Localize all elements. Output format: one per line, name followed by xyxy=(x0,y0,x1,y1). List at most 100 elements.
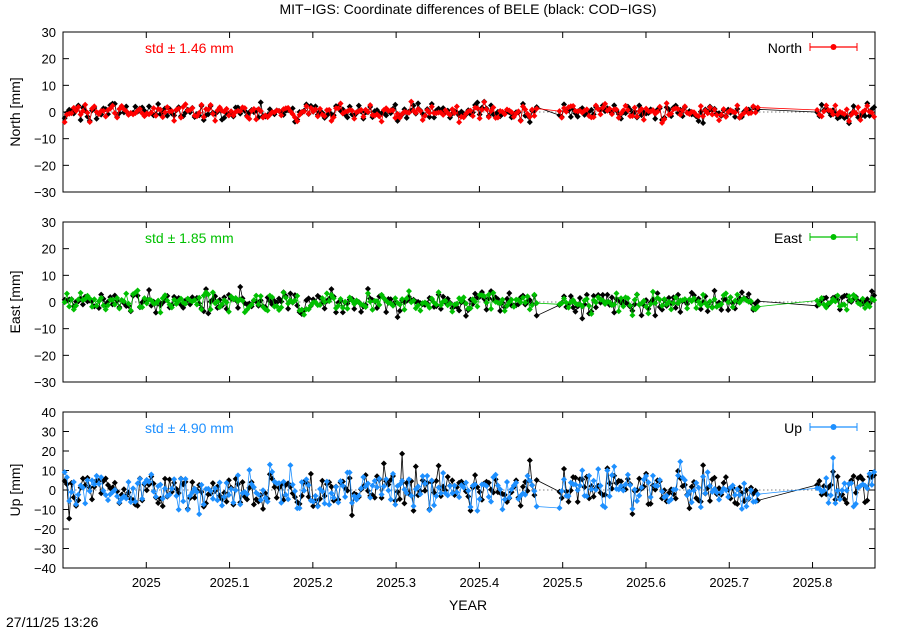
main-series-point xyxy=(417,307,424,314)
y-tick-label: −10 xyxy=(34,132,56,147)
main-series-point xyxy=(649,288,656,295)
main-series-point xyxy=(522,106,529,113)
main-series-point xyxy=(120,298,127,305)
reference-series-point xyxy=(533,477,540,484)
main-series-point xyxy=(428,295,435,302)
main-series-point xyxy=(196,511,203,518)
main-series-point xyxy=(70,478,77,485)
x-tick-label: 2025.3 xyxy=(376,575,416,590)
reference-series-point xyxy=(239,479,246,486)
main-series-point xyxy=(193,489,200,496)
y-tick-label: 0 xyxy=(49,295,56,310)
main-series-point xyxy=(148,471,155,478)
main-series-point xyxy=(205,106,212,113)
main-series-point xyxy=(157,481,164,488)
main-series-point xyxy=(747,487,754,494)
reference-series-point xyxy=(93,115,100,122)
main-series-point xyxy=(506,494,513,501)
reference-series-point xyxy=(672,495,679,502)
main-series-point xyxy=(622,481,629,488)
main-series-point xyxy=(339,304,346,311)
reference-series-point xyxy=(700,462,707,469)
y-axis-label: Up [mm] xyxy=(7,464,23,517)
reference-series-point xyxy=(394,488,401,495)
main-series-line xyxy=(64,289,875,316)
reference-series-point xyxy=(864,497,871,504)
main-series-point xyxy=(433,301,440,308)
main-series-point xyxy=(317,105,324,112)
main-series-point xyxy=(754,104,761,111)
main-series-point xyxy=(693,304,700,311)
main-series-point xyxy=(467,504,474,511)
main-series-point xyxy=(168,485,175,492)
main-series-point xyxy=(348,499,355,506)
main-series-point xyxy=(367,102,374,109)
reference-series-point xyxy=(665,294,672,301)
main-series-point xyxy=(257,293,264,300)
main-series-point xyxy=(734,486,741,493)
main-series-point xyxy=(818,113,825,120)
main-series-point xyxy=(531,488,538,495)
main-series-point xyxy=(358,106,365,113)
main-series-point xyxy=(125,479,132,486)
main-series-point xyxy=(579,303,586,310)
main-series-point xyxy=(312,492,319,499)
main-series-point xyxy=(823,475,830,482)
reference-series-point xyxy=(348,512,355,519)
main-series-point xyxy=(157,309,164,316)
main-series-point xyxy=(846,118,853,125)
reference-series-point xyxy=(827,482,834,489)
main-series-point xyxy=(412,109,419,116)
main-series-point xyxy=(405,109,412,116)
reference-series-point xyxy=(431,114,438,121)
reference-series-point xyxy=(526,457,533,464)
reference-series-point xyxy=(818,101,825,108)
timestamp: 27/11/25 13:26 xyxy=(6,614,99,630)
y-tick-label: 0 xyxy=(49,105,56,120)
x-tick-label: 2025.6 xyxy=(626,575,666,590)
main-series-point xyxy=(232,487,239,494)
main-series-point xyxy=(620,487,627,494)
reference-series-point xyxy=(599,291,606,298)
main-series-point xyxy=(747,109,754,116)
main-series-point xyxy=(230,499,237,506)
legend-label: East xyxy=(774,230,802,246)
main-series-point xyxy=(526,306,533,313)
main-series-point xyxy=(84,477,91,484)
main-series-point xyxy=(627,302,634,309)
main-series-point xyxy=(214,298,221,305)
main-series-point xyxy=(608,111,615,118)
main-series-point xyxy=(681,477,688,484)
figure-title: MIT−IGS: Coordinate differences of BELE … xyxy=(279,1,656,17)
main-series-point xyxy=(317,302,324,309)
y-tick-label: 30 xyxy=(42,25,56,40)
main-series-point xyxy=(488,498,495,505)
main-series-point xyxy=(376,475,383,482)
main-series-point xyxy=(579,467,586,474)
main-series-point xyxy=(275,107,282,114)
reference-series-point xyxy=(63,481,70,488)
main-series-point xyxy=(462,300,469,307)
main-series-point xyxy=(709,111,716,118)
main-series-point xyxy=(602,504,609,511)
main-series-point xyxy=(435,289,442,296)
main-series-point xyxy=(485,291,492,298)
main-series-point xyxy=(353,496,360,503)
main-series-point xyxy=(722,113,729,120)
main-series-point xyxy=(111,486,118,493)
reference-series-point xyxy=(255,114,262,121)
main-series-point xyxy=(374,484,381,491)
main-series-point xyxy=(209,110,216,117)
main-series-point xyxy=(747,298,754,305)
main-series-point xyxy=(590,114,597,121)
main-series-point xyxy=(592,299,599,306)
reference-series-point xyxy=(285,305,292,312)
main-series-point xyxy=(333,483,340,490)
main-series-point xyxy=(709,304,716,311)
reference-series-point xyxy=(271,484,278,491)
reference-series-point xyxy=(636,475,643,482)
main-series-point xyxy=(522,299,529,306)
main-series-point xyxy=(358,485,365,492)
main-series-point xyxy=(166,491,173,498)
main-series-point xyxy=(643,303,650,310)
